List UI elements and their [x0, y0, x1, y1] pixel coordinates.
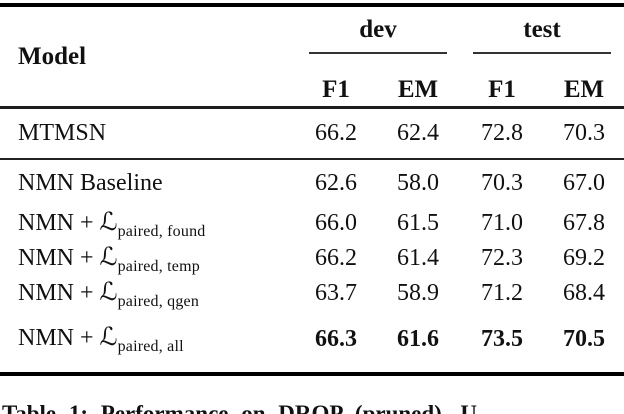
test-f1-value: 70.3 — [481, 169, 523, 196]
table-row: NMN + ℒpaired, temp 66.2 61.4 72.3 69.2 — [0, 241, 624, 276]
test-em-value: 70.3 — [563, 120, 605, 146]
column-header-f1-dev: F1 — [322, 75, 350, 103]
caption-label: Table 1: — [2, 401, 89, 414]
column-group-dev: dev — [296, 7, 460, 54]
dev-f1-value: 66.0 — [315, 210, 357, 236]
header-bottom-rule — [0, 106, 624, 109]
table-row: NMN + ℒpaired, found 66.0 61.5 71.0 67.8 — [0, 206, 624, 241]
column-group-dev-label: dev — [359, 16, 397, 43]
model-name: NMN + ℒpaired, all — [0, 322, 296, 356]
loss-symbol: ℒ — [99, 324, 118, 351]
dev-f1-value: 63.7 — [315, 280, 357, 306]
dev-f1-value: 66.2 — [315, 120, 357, 146]
column-group-test-label: test — [523, 16, 561, 43]
dev-f1-value: 62.6 — [315, 169, 357, 196]
test-em-value: 68.4 — [563, 280, 605, 306]
loss-symbol: ℒ — [99, 278, 118, 306]
model-prefix: NMN + — [18, 244, 100, 271]
loss-subscript: paired, qgen — [117, 292, 200, 310]
table-bottom-rule — [0, 372, 624, 376]
model-prefix: NMN + — [18, 279, 100, 306]
dev-em-value: 61.6 — [397, 325, 439, 352]
model-name: MTMSN — [18, 120, 107, 146]
loss-subscript: paired, temp — [117, 257, 200, 275]
dev-em-value: 61.5 — [397, 210, 439, 236]
model-name: NMN + ℒpaired, temp — [0, 242, 296, 276]
dev-em-value: 61.4 — [397, 245, 439, 271]
test-em-value: 69.2 — [563, 245, 605, 271]
model-name: NMN + ℒpaired, found — [0, 207, 296, 241]
table-header: Model dev test F1 EM F1 EM — [0, 7, 624, 106]
model-name: NMN Baseline — [18, 169, 163, 196]
model-prefix: NMN + — [18, 209, 100, 236]
test-em-value: 70.5 — [563, 325, 605, 352]
model-prefix: NMN + — [18, 325, 100, 351]
test-f1-value: 71.2 — [481, 280, 523, 306]
test-em-value: 67.8 — [563, 210, 605, 236]
caption-text: Performance on DROP (pruned). U — [88, 401, 477, 414]
loss-symbol: ℒ — [99, 243, 118, 271]
loss-symbol: ℒ — [99, 208, 118, 236]
loss-subscript: paired, found — [117, 222, 206, 240]
test-em-value: 67.0 — [563, 169, 605, 196]
table-row: MTMSN 66.2 62.4 72.8 70.3 — [0, 109, 624, 158]
test-f1-value: 73.5 — [481, 325, 523, 352]
dev-group-underline — [309, 52, 447, 54]
test-f1-value: 72.8 — [481, 120, 523, 146]
loss-subscript: paired, all — [117, 338, 184, 355]
dev-em-value: 62.4 — [397, 120, 439, 146]
model-name: NMN + ℒpaired, qgen — [0, 277, 296, 311]
test-group-underline — [473, 52, 611, 54]
column-header-f1-test: F1 — [488, 75, 516, 103]
dev-f1-value: 66.2 — [315, 245, 357, 271]
table-caption: Table 1: Performance on DROP (pruned). U — [2, 401, 622, 414]
column-group-test: test — [460, 7, 624, 54]
table-row: NMN + ℒpaired, all 66.3 61.6 73.5 70.5 — [0, 311, 624, 367]
dev-f1-value: 66.3 — [315, 325, 357, 352]
section-divider-rule — [0, 158, 624, 160]
dev-em-value: 58.0 — [397, 169, 439, 196]
table-row: NMN + ℒpaired, qgen 63.7 58.9 71.2 68.4 — [0, 276, 624, 311]
test-f1-value: 72.3 — [481, 245, 523, 271]
column-header-em-test: EM — [563, 75, 605, 103]
column-header-model: Model — [18, 42, 87, 70]
test-f1-value: 71.0 — [481, 210, 523, 236]
dev-em-value: 58.9 — [397, 280, 439, 306]
table-row: NMN Baseline 62.6 58.0 70.3 67.0 — [0, 160, 624, 206]
column-header-em-dev: EM — [397, 75, 439, 103]
table-top-rule — [0, 3, 624, 7]
